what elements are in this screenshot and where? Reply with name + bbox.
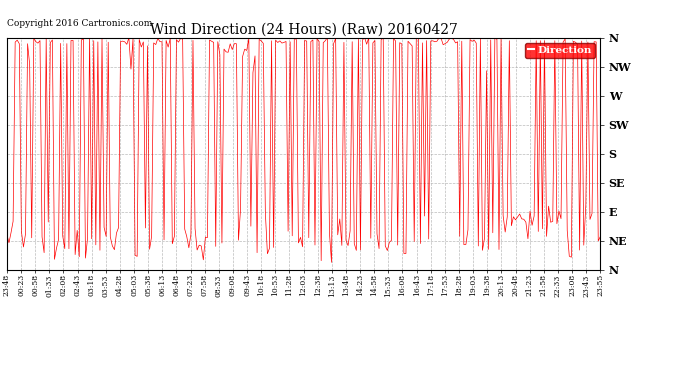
Legend: Direction: Direction (525, 43, 595, 58)
Text: Copyright 2016 Cartronics.com: Copyright 2016 Cartronics.com (7, 19, 152, 28)
Title: Wind Direction (24 Hours) (Raw) 20160427: Wind Direction (24 Hours) (Raw) 20160427 (150, 22, 457, 36)
